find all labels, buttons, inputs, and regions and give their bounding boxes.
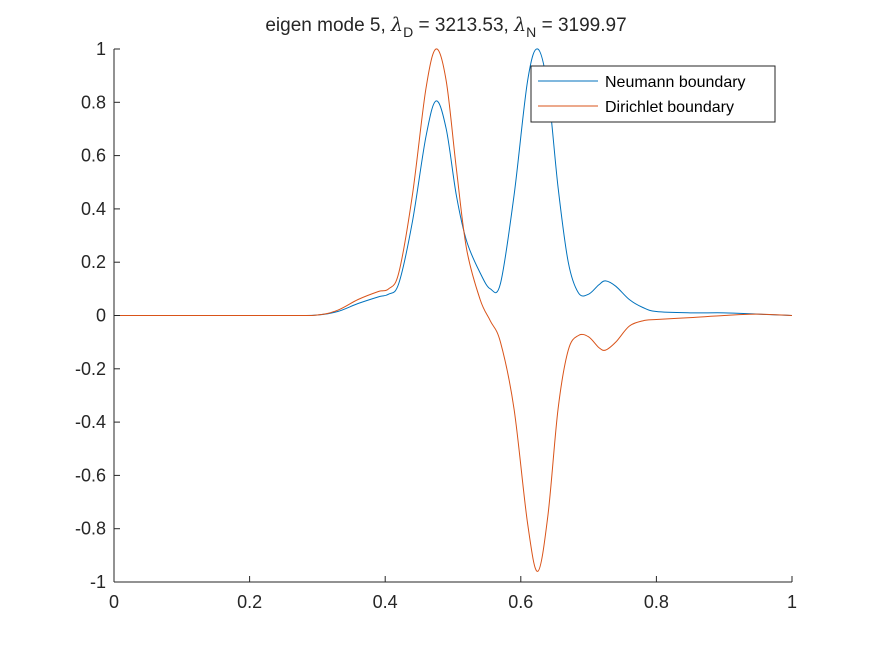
y-tick-label: -0.8 xyxy=(75,519,106,539)
y-tick-label: 0 xyxy=(96,306,106,326)
lambda-d-symbol: λ xyxy=(390,14,403,36)
y-tick-label: 0.4 xyxy=(81,199,106,219)
y-tick-label: 0.2 xyxy=(81,252,106,272)
chart-title: eigen mode 5, λD = 3213.53, λN = 3199.97 xyxy=(265,14,626,40)
series-line-dirichlet-boundary xyxy=(113,48,793,572)
axes: 0 0.2 0.4 0.6 0.8 1 -1 -0.8 -0.6 -0.4 -0.2 0 0.2 0.4 0… xyxy=(75,39,797,612)
legend-label-dirichlet-boundary: Dirichlet boundary xyxy=(605,99,734,116)
lambda-d-value: = 3213.53, xyxy=(413,15,514,36)
lambda-n-value: = 3199.97 xyxy=(536,15,626,36)
lambda-d-subscript: D xyxy=(403,24,413,40)
y-tick-label: -0.6 xyxy=(75,465,106,485)
y-tick-label: 0.8 xyxy=(81,92,106,112)
x-tick-label: 0.4 xyxy=(373,592,398,612)
x-tick-label: 1 xyxy=(787,592,797,612)
x-tick-label: 0.6 xyxy=(508,592,533,612)
y-tick-label: 1 xyxy=(96,39,106,59)
y-tick-label: -0.4 xyxy=(75,412,106,432)
series-line-neumann-boundary xyxy=(113,48,793,317)
lambda-n-subscript: N xyxy=(526,24,536,40)
title-prefix: eigen mode 5, xyxy=(265,15,391,36)
x-tick-label: 0.2 xyxy=(237,592,262,612)
x-tick-label: 0 xyxy=(109,592,119,612)
y-tick-label: -0.2 xyxy=(75,359,106,379)
x-tick-label: 0.8 xyxy=(644,592,669,612)
y-tick-label: 0.6 xyxy=(81,146,106,166)
legend-label-neumann-boundary: Neumann boundary xyxy=(605,74,746,91)
lambda-n-symbol: λ xyxy=(513,14,526,36)
legend: Neumann boundary Dirichlet boundary xyxy=(530,65,776,123)
plot-lines xyxy=(113,48,793,572)
y-tick-label: -1 xyxy=(90,572,106,592)
legend-box xyxy=(530,65,776,123)
